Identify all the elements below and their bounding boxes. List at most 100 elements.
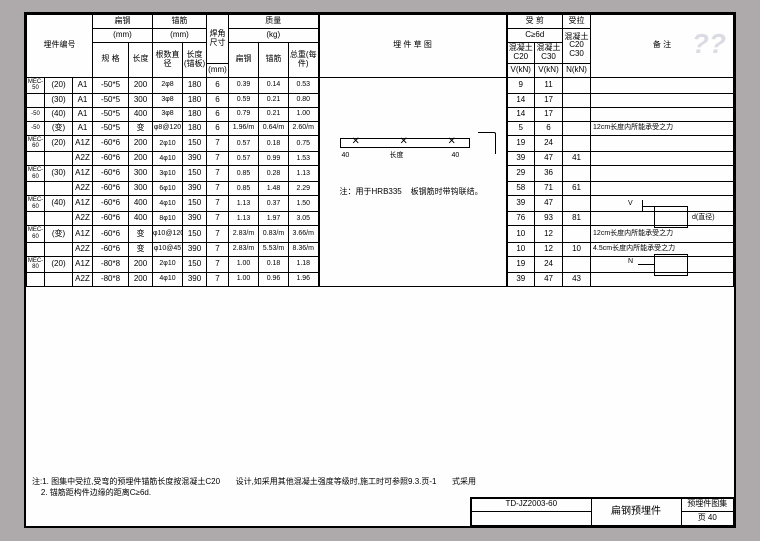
note2: 2. 锚筋距构件边缘的距离C≥6d. xyxy=(41,488,151,497)
hdr-mm5: (mm) xyxy=(207,63,229,77)
row-sub xyxy=(45,182,73,196)
hdr-mm1: (mm) xyxy=(93,29,153,43)
row-q3: 0.80 xyxy=(289,93,319,107)
row-e: 150 xyxy=(183,135,207,151)
row-e: 150 xyxy=(183,256,207,272)
row-d: 4φ10 xyxy=(153,151,183,165)
row-e: 180 xyxy=(183,77,207,93)
row-v3 xyxy=(563,77,591,93)
row-b: -60*6 xyxy=(93,212,129,226)
row-d: 4φ10 xyxy=(153,272,183,286)
row-v1: 39 xyxy=(507,151,535,165)
row-d: 2φ10 xyxy=(153,256,183,272)
row-b: -60*6 xyxy=(93,226,129,242)
hdr-tension: 受拉 xyxy=(563,15,591,29)
row-b: -50*5 xyxy=(93,77,129,93)
row-d: 3φ10 xyxy=(153,165,183,181)
hdr-total: 总重(每件) xyxy=(289,43,319,78)
row-q3: 8.36/m xyxy=(289,242,319,256)
row-group xyxy=(27,242,45,256)
row-v2: 17 xyxy=(535,107,563,121)
row-v1: 19 xyxy=(507,256,535,272)
row-e: 180 xyxy=(183,121,207,135)
row-v2: 6 xyxy=(535,121,563,135)
row-v2: 47 xyxy=(535,272,563,286)
row-q2: 0.99 xyxy=(259,151,289,165)
hdr-c2030: 混凝土C20 C30 xyxy=(563,29,591,64)
row-a: A1Z xyxy=(73,135,93,151)
row-q2: 0.96 xyxy=(259,272,289,286)
hdr-c6d: C≥6d xyxy=(507,29,563,43)
row-v3: 43 xyxy=(563,272,591,286)
row-q1: 0.57 xyxy=(229,135,259,151)
row-q1: 2.83/m xyxy=(229,226,259,242)
row-sub xyxy=(45,212,73,226)
row-remark xyxy=(591,182,734,196)
row-c: 200 xyxy=(129,151,153,165)
row-group: MEC-50 xyxy=(27,77,45,93)
hdr-nkn: N(kN) xyxy=(563,63,591,77)
row-v3 xyxy=(563,121,591,135)
sketch-note: 注：用于HRB335 板钢筋时带钩联结。 xyxy=(340,188,483,197)
row-v2: 12 xyxy=(535,242,563,256)
row-q1: 0.79 xyxy=(229,107,259,121)
row-f: 7 xyxy=(207,242,229,256)
row-v2: 24 xyxy=(535,256,563,272)
row-f: 7 xyxy=(207,151,229,165)
row-q3: 1.50 xyxy=(289,196,319,212)
row-a: A1 xyxy=(73,121,93,135)
row-d: 6φ10 xyxy=(153,182,183,196)
row-v2: 11 xyxy=(535,77,563,93)
title-block: TD-JZ2003-60 扁钢预埋件 预埋件图集 页 40 xyxy=(470,497,734,527)
row-q1: 0.85 xyxy=(229,182,259,196)
row-sub: (20) xyxy=(45,77,73,93)
row-a: A2Z xyxy=(73,242,93,256)
row-v3: 81 xyxy=(563,212,591,226)
row-d: φ8@120 xyxy=(153,121,183,135)
row-sub: (20) xyxy=(45,135,73,151)
row-d: φ10@120 xyxy=(153,226,183,242)
row-q1: 1.13 xyxy=(229,212,259,226)
row-f: 7 xyxy=(207,212,229,226)
row-group xyxy=(27,93,45,107)
tb-page: 页 40 xyxy=(681,512,734,526)
row-f: 7 xyxy=(207,256,229,272)
row-sub: (40) xyxy=(45,196,73,212)
row-d: 4φ10 xyxy=(153,196,183,212)
row-q1: 1.00 xyxy=(229,272,259,286)
row-d: φ10@45 xyxy=(153,242,183,256)
row-e: 180 xyxy=(183,93,207,107)
row-group: MEC-60 xyxy=(27,165,45,181)
row-sub: (变) xyxy=(45,121,73,135)
tb-empty xyxy=(471,512,591,526)
row-c: 300 xyxy=(129,182,153,196)
row-f: 7 xyxy=(207,182,229,196)
row-c: 变 xyxy=(129,242,153,256)
row-q2: 0.18 xyxy=(259,135,289,151)
row-v1: 58 xyxy=(507,182,535,196)
row-q1: 0.85 xyxy=(229,165,259,181)
row-q3: 1.00 xyxy=(289,107,319,121)
row-q3: 0.75 xyxy=(289,135,319,151)
row-group xyxy=(27,151,45,165)
row-a: A2Z xyxy=(73,212,93,226)
row-d: 3φ8 xyxy=(153,93,183,107)
row-group: -50 xyxy=(27,107,45,121)
row-v2: 24 xyxy=(535,135,563,151)
row-v3: 61 xyxy=(563,182,591,196)
row-q3: 1.13 xyxy=(289,165,319,181)
hdr-anch2: 锚筋 xyxy=(259,43,289,78)
hdr-spec: 规 格 xyxy=(93,43,129,78)
row-e: 150 xyxy=(183,226,207,242)
row-q2: 0.83/m xyxy=(259,226,289,242)
note1: 注:1. 图集中受拉,受弯的预埋件锚筋长度按混凝土C20 xyxy=(32,477,220,486)
row-remark: 12cm长度内所能承受之力 xyxy=(591,121,734,135)
row-a: A2Z xyxy=(73,182,93,196)
row-sub: (20) xyxy=(45,256,73,272)
row-q1: 0.59 xyxy=(229,93,259,107)
row-v1: 39 xyxy=(507,272,535,286)
row-remark xyxy=(591,151,734,165)
row-group xyxy=(27,182,45,196)
row-a: A1Z xyxy=(73,196,93,212)
row-e: 390 xyxy=(183,182,207,196)
